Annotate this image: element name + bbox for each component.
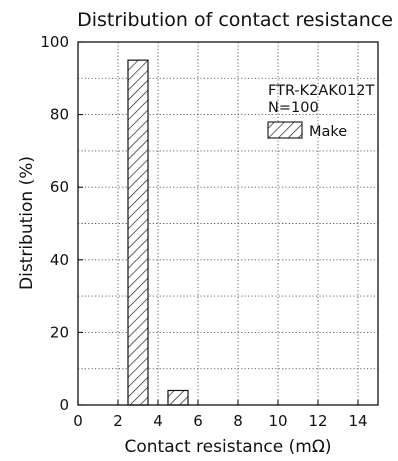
x-tick-label: 0 xyxy=(73,412,83,430)
x-tick-label: 4 xyxy=(153,412,163,430)
bar-1 xyxy=(167,389,189,406)
y-tick-label: 40 xyxy=(50,251,69,269)
y-axis-label: Distribution (%) xyxy=(17,156,37,290)
x-tick-label: 2 xyxy=(113,412,123,430)
axis-ticks xyxy=(77,41,359,406)
annotation-model: FTR-K2AK012T xyxy=(268,83,374,99)
legend-label-make: Make xyxy=(309,124,347,140)
bar-0 xyxy=(127,59,149,406)
x-tick-labels: 0 2 4 6 8 10 12 14 xyxy=(73,412,367,430)
x-tick-label: 14 xyxy=(348,412,367,430)
y-tick-label: 20 xyxy=(50,323,69,341)
annotation-sample-size: N=100 xyxy=(268,100,319,116)
grid-lines xyxy=(78,42,378,405)
x-tick-label: 12 xyxy=(308,412,327,430)
y-tick-label: 100 xyxy=(40,33,69,51)
legend-swatch-make xyxy=(267,121,303,139)
y-tick-label: 60 xyxy=(50,178,69,196)
y-tick-labels: 0 20 40 60 80 100 xyxy=(40,33,69,414)
x-tick-label: 6 xyxy=(193,412,203,430)
y-tick-label: 80 xyxy=(50,106,69,124)
chart-title: Distribution of contact resistance xyxy=(77,9,393,31)
x-tick-label: 8 xyxy=(233,412,243,430)
legend: FTR-K2AK012T N=100 Make xyxy=(267,83,374,140)
x-tick-label: 10 xyxy=(268,412,287,430)
x-axis-label: Contact resistance (mΩ) xyxy=(125,437,332,457)
plot-frame xyxy=(77,41,379,406)
y-tick-label: 0 xyxy=(59,396,69,414)
